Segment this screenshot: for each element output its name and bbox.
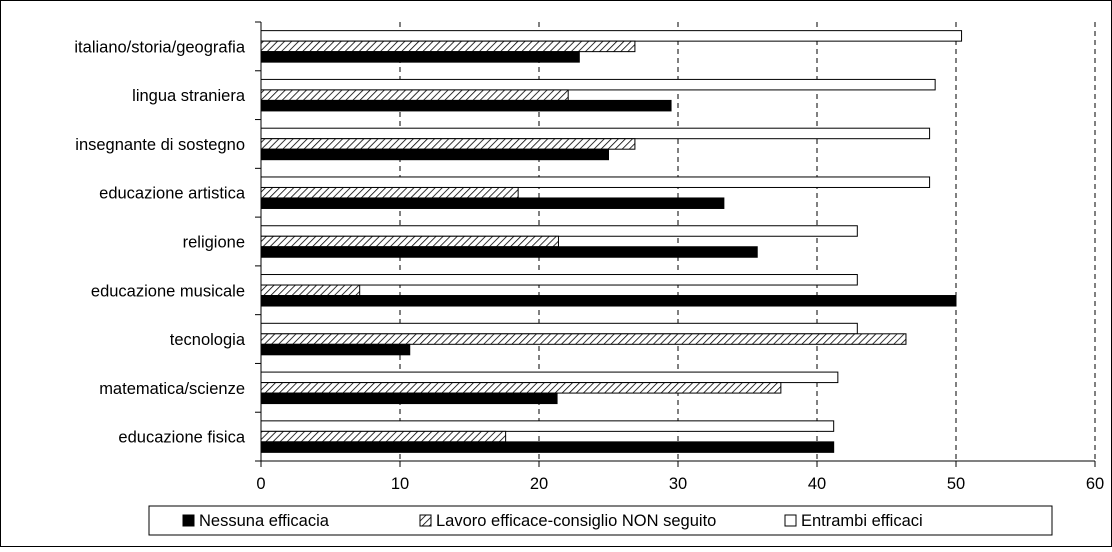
axes-layer xyxy=(255,21,1096,467)
category-label: educazione musicale xyxy=(91,282,245,300)
bars-layer xyxy=(260,30,963,453)
category-label: lingua straniera xyxy=(132,87,246,105)
bar-hatched-5 xyxy=(260,284,361,297)
bar-solid-1 xyxy=(260,99,672,112)
x-tick-label: 0 xyxy=(256,475,265,493)
bar-hatched-7 xyxy=(260,382,782,394)
bar-empty-6 xyxy=(260,322,858,335)
category-label: italiano/storia/geografia xyxy=(74,38,245,56)
bar-empty-8 xyxy=(260,420,835,432)
bar-solid-0 xyxy=(260,51,580,63)
bar-empty-1 xyxy=(260,78,936,91)
bar-hatched-8 xyxy=(260,430,507,443)
labels-layer: italiano/storia/geografia lingua stranier… xyxy=(74,38,1104,493)
legend-swatch-solid xyxy=(182,514,195,527)
bar-solid-7 xyxy=(260,392,558,405)
bar-hatched-6 xyxy=(260,333,907,345)
legend-swatch-empty xyxy=(784,514,797,527)
x-tick-label: 60 xyxy=(1086,475,1104,493)
category-label: matematica/scienze xyxy=(99,380,245,398)
bar-solid-2 xyxy=(260,148,609,161)
legend-label: Entrambi efficaci xyxy=(801,512,923,530)
x-tick-label: 10 xyxy=(391,475,409,493)
bar-solid-3 xyxy=(260,197,725,209)
bar-hatched-0 xyxy=(260,40,636,53)
bar-empty-7 xyxy=(260,371,839,384)
bar-hatched-3 xyxy=(260,186,519,199)
x-tick-label: 40 xyxy=(808,475,826,493)
category-label: insegnante di sostegno xyxy=(75,136,245,154)
legend-swatch-hatched xyxy=(419,514,432,527)
category-label: religione xyxy=(183,234,245,252)
category-label: educazione fisica xyxy=(118,429,245,447)
bar-solid-5 xyxy=(260,295,957,307)
bar-hatched-1 xyxy=(260,89,569,101)
bar-empty-5 xyxy=(260,274,858,286)
x-tick-label: 20 xyxy=(530,475,548,493)
category-label: tecnologia xyxy=(170,331,246,349)
bar-solid-6 xyxy=(260,343,411,356)
legend: Nessuna efficacia Lavoro efficace-consigl… xyxy=(148,505,1053,536)
bar-hatched-4 xyxy=(260,235,559,248)
bar-empty-3 xyxy=(260,176,931,188)
legend-label: Nessuna efficacia xyxy=(199,512,330,530)
bar-solid-8 xyxy=(260,441,835,453)
x-tick-label: 50 xyxy=(947,475,965,493)
legend-label: Lavoro efficace-consiglio NON seguito xyxy=(436,512,716,530)
legend-box xyxy=(148,505,1053,536)
bar-empty-0 xyxy=(260,30,963,42)
bar-solid-4 xyxy=(260,246,758,258)
bar-empty-4 xyxy=(260,225,858,237)
x-tick-label: 30 xyxy=(669,475,687,493)
bar-empty-2 xyxy=(260,127,931,140)
category-label: educazione artistica xyxy=(99,185,246,203)
bar-hatched-2 xyxy=(260,138,636,150)
